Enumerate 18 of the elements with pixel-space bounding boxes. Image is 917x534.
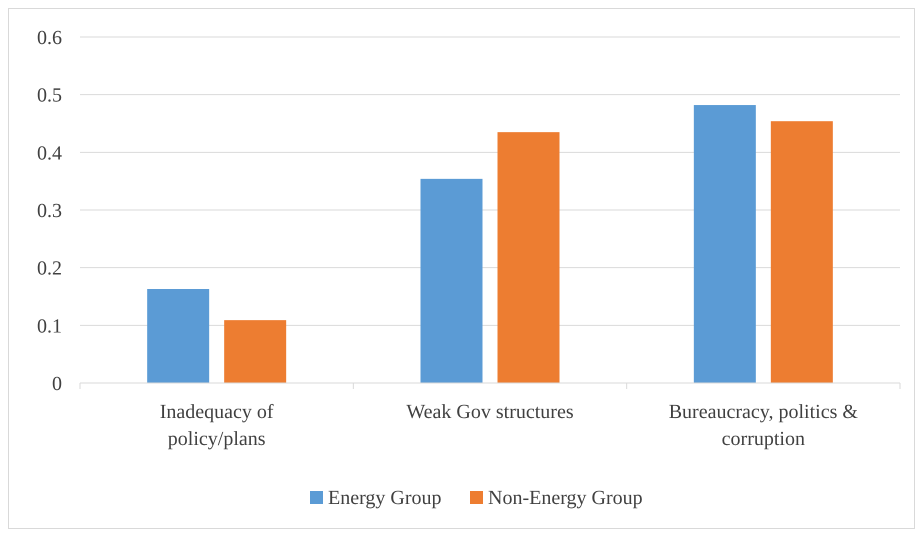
bar: [224, 320, 286, 383]
legend-label: Energy Group: [328, 487, 442, 509]
y-tick-label: 0.4: [37, 142, 62, 164]
bar: [770, 121, 833, 383]
bar: [498, 132, 560, 383]
y-tick-label: 0.3: [37, 200, 62, 222]
y-tick-label: 0.2: [37, 258, 62, 280]
bar: [147, 289, 210, 383]
bar: [420, 178, 482, 383]
y-tick-label: 0.1: [37, 315, 62, 338]
y-tick-label: 0.5: [37, 84, 62, 107]
x-tick-label: Bureaucracy, politics & corruption: [668, 401, 858, 450]
bar: [694, 105, 756, 383]
x-tick-label: Inadequacy of policy/plans: [160, 401, 274, 450]
y-tick-label: 0.6: [37, 27, 62, 49]
y-tick-label: 0: [52, 373, 62, 395]
x-tick-label: Weak Gov structures: [406, 401, 574, 423]
legend-label: Non-Energy Group: [488, 487, 643, 509]
